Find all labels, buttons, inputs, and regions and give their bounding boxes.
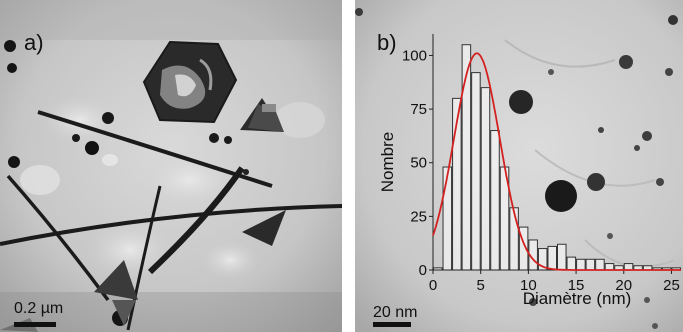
y-tick-label: 25 (410, 208, 427, 225)
nanoparticle (587, 173, 605, 191)
histogram-bar (566, 256, 577, 271)
x-tick-label: 10 (520, 277, 537, 294)
nanoparticle (529, 298, 537, 306)
histogram-chart: 0 5 10 15 20 25 0 25 50 75 100 Diamètre (nm) Nombre (355, 0, 683, 332)
nanoparticle (545, 180, 577, 212)
y-axis-label: Nombre (378, 132, 397, 192)
nanoparticle (652, 323, 658, 329)
gaussian-fit-curve (432, 52, 681, 271)
scale-bar-a (14, 322, 56, 327)
nanoparticle (509, 90, 533, 114)
nanoparticle (665, 68, 673, 76)
histogram-bar (557, 243, 567, 271)
nanoparticle (607, 233, 613, 239)
scale-bar-a-label: 0.2 µm (14, 300, 64, 317)
histogram-bar (547, 245, 557, 271)
background-image-b (355, 0, 683, 332)
histogram-bar (509, 207, 519, 271)
nanoparticle (668, 15, 678, 25)
panel-a-label: a) (24, 30, 44, 55)
panel-b-label: b) (377, 30, 397, 55)
histogram-bar (471, 72, 481, 271)
histogram-bar (490, 130, 500, 271)
nanoparticle (644, 297, 650, 303)
histogram-bar (623, 263, 634, 271)
histogram-bar (595, 258, 605, 271)
y-tick-label: 100 (402, 47, 427, 64)
nanoparticle (619, 55, 633, 69)
nanoparticle (548, 69, 554, 75)
nanoparticle (634, 145, 640, 151)
nanoparticle (598, 127, 604, 133)
histogram-bar (480, 87, 491, 271)
x-axis-label: Diamètre (nm) (523, 289, 632, 308)
nanoparticle (642, 131, 652, 141)
y-tick-label: 50 (410, 155, 427, 172)
histogram-bar (442, 166, 453, 271)
y-tick-label: 0 (419, 262, 427, 279)
histogram-bar (576, 258, 586, 271)
x-tick-label: 15 (568, 277, 585, 294)
tem-micrograph-a (0, 0, 342, 332)
nanoparticle (656, 178, 664, 186)
y-tick-label: 75 (410, 101, 427, 118)
x-tick-label: 25 (663, 277, 680, 294)
tem-image-panel-a: a) 0.2 µm (0, 0, 342, 332)
x-tick-label: 20 (615, 277, 632, 294)
x-tick-label: 5 (477, 277, 485, 294)
tem-image-panel-b: 0 5 10 15 20 25 0 25 50 75 100 Diamètre (nm) Nombre … (355, 0, 683, 332)
histogram-bar (604, 263, 615, 271)
scale-bar-b-label: 20 nm (373, 304, 418, 321)
scale-bar-b (373, 322, 411, 327)
histogram-bar (585, 258, 596, 271)
nanoparticle (355, 8, 363, 16)
x-tick-label: 0 (429, 277, 437, 294)
